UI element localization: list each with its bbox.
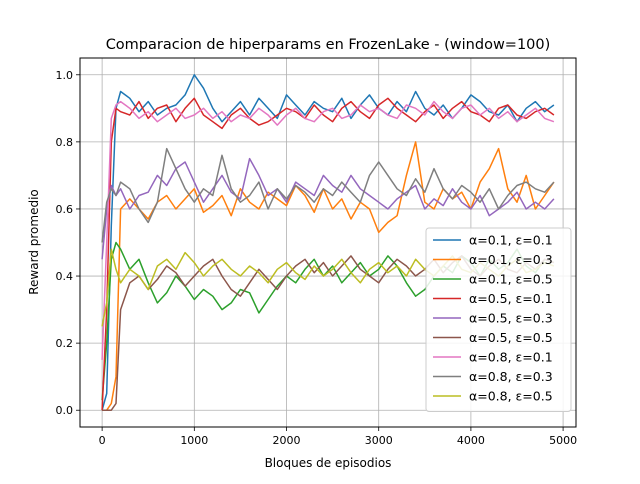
legend-entry-label: α=0.5, ε=0.3 <box>469 311 553 326</box>
legend-entry-label: α=0.1, ε=0.5 <box>469 272 553 287</box>
x-tick-label: 0 <box>99 434 106 447</box>
y-tick-label: 0.8 <box>56 136 74 149</box>
legend-entry-label: α=0.8, ε=0.1 <box>469 350 553 365</box>
series-line-1 <box>102 141 555 411</box>
legend: α=0.1, ε=0.1 α=0.1, ε=0.3 α=0.1, ε=0.5 α=0.… <box>425 227 572 412</box>
y-tick-label: 1.0 <box>56 69 74 82</box>
legend-entry-label: α=0.5, ε=0.5 <box>469 330 553 345</box>
x-tick-label: 1000 <box>180 434 208 447</box>
legend-entry-label: α=0.5, ε=0.1 <box>469 291 553 306</box>
x-axis-label: Bloques de episodios <box>265 456 392 470</box>
legend-entry-label: α=0.8, ε=0.3 <box>469 369 553 384</box>
series-line-6 <box>101 100 555 360</box>
series-line-0 <box>101 74 555 411</box>
x-tick-label: 4000 <box>457 434 485 447</box>
y-axis-label: Reward promedio <box>27 189 41 295</box>
legend-entry-label: α=0.8, ε=0.5 <box>469 389 553 404</box>
series-line-7 <box>101 147 555 243</box>
axis-ticks: 0 1000 2000 3000 4000 5000 0.0 0.2 0.4 0.6 0.8 1.0 <box>56 69 578 447</box>
series-line-4 <box>101 157 555 260</box>
y-tick-label: 0.6 <box>56 203 74 216</box>
legend-entry-label: α=0.1, ε=0.3 <box>469 252 553 267</box>
x-tick-label: 2000 <box>273 434 301 447</box>
y-tick-label: 0.4 <box>56 270 74 283</box>
y-tick-label: 0.0 <box>56 404 74 417</box>
chart-title: Comparacion de hiperparams en FrozenLake… <box>106 37 551 53</box>
grid <box>80 58 576 427</box>
series-line-3 <box>101 97 555 411</box>
legend-box <box>425 227 572 412</box>
series-lines <box>101 74 555 411</box>
y-tick-label: 0.2 <box>56 337 74 350</box>
plot-frame <box>79 57 577 428</box>
x-tick-label: 3000 <box>365 434 393 447</box>
x-tick-label: 5000 <box>549 434 577 447</box>
legend-entry-label: α=0.1, ε=0.1 <box>469 233 553 248</box>
